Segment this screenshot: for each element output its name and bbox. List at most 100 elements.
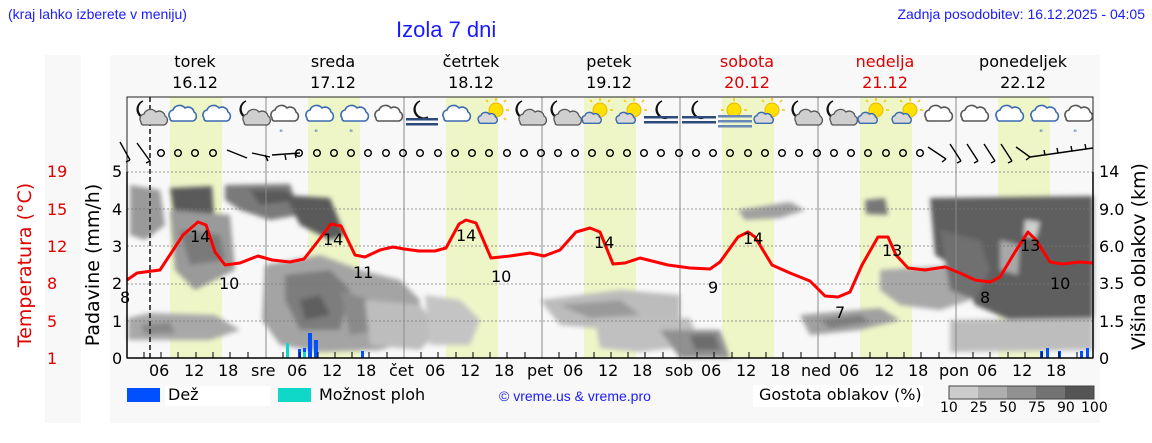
cloud-drizzle-icon: " [340,104,370,139]
copyright-link[interactable]: © vreme.us & vreme.pro [499,388,651,404]
temp-label: 14 [594,233,614,252]
x-tick-label: 06 [563,361,584,380]
cloud-height-tick: 14 [1099,162,1120,181]
location-menu-hint[interactable]: (kraj lahko izberete v meniju) [8,6,187,22]
cloud-drizzle-icon: " [270,104,300,139]
temp-label: 13 [882,241,902,260]
temp-label: 11 [353,263,373,282]
day-date-4: 19.12 [586,73,632,92]
cloud-density-scale [948,385,1095,400]
page-title: Izola 7 dni [396,17,497,42]
last-update: Zadnja posodobitev: 16.12.2025 - 04:05 [897,6,1145,22]
x-tick-label: 06 [977,361,998,380]
sun-cloud-icon [891,98,923,125]
temperature-line [126,218,1094,299]
x-tick-label: 18 [218,361,239,380]
temp-label: 8 [120,288,130,307]
precip-tick: 2 [112,274,123,293]
cloud-height-tick: 0 [1099,349,1110,368]
cloud-density-ticks: 10 25 50 75 90 100 [940,400,1108,418]
x-tick-label: 18 [356,361,377,380]
cloud-drizzle-icon: " [305,104,335,139]
sun-cloud-icon [753,98,785,125]
temp-label: 10 [219,274,239,293]
temp-label: 10 [491,267,511,286]
x-tick-label: 12 [460,361,481,380]
density-tick: 10 [940,400,958,416]
temp-tick: 1 [47,349,58,368]
day-date-5: 20.12 [724,73,770,92]
temp-axis-panel [45,55,81,423]
temp-axis-title-wrap: Temperatura (°C) [14,176,36,356]
density-tick: 75 [1028,400,1046,416]
x-tick-label: 12 [1012,361,1033,380]
x-tick-label: 18 [770,361,791,380]
cloud-height-tick: 1.5 [1099,312,1125,331]
cloud-height-tick: 6.0 [1099,237,1125,256]
temp-tick: 19 [47,162,68,181]
cloud-density-map [128,184,1093,358]
temp-tick: 8 [47,274,58,293]
cloud-drizzle-icon: " [1064,104,1094,139]
precip-tick: 4 [112,200,123,219]
day-separators [265,97,957,358]
x-tick-label: 12 [184,361,205,380]
x-tick-label: 18 [632,361,653,380]
temp-label: 14 [190,227,210,246]
day-name-2: sreda [310,52,356,71]
day-name-3: četrtek [442,52,500,71]
density-tick: 50 [999,400,1017,416]
storm-legend-label: Možnost ploh [319,385,426,404]
x-tick-label: pon [939,361,970,380]
svg-text:": " [279,129,283,139]
x-tick-label: 06 [425,361,446,380]
temp-label: 13 [1020,236,1040,255]
temp-tick: 12 [47,237,68,256]
temp-label: 14 [743,229,763,248]
x-tick-label: 12 [736,361,757,380]
temp-label: 8 [980,288,990,307]
x-tick-label: 06 [701,361,722,380]
day-headers: torek 16.12 sreda 17.12 četrtek 18.12 pe… [127,52,1093,92]
temp-label: 14 [323,230,343,249]
temperature-labels: 8 14 10 14 11 14 10 14 9 14 7 13 8 13 10 [120,226,1070,322]
day-name-4: petek [586,52,632,71]
svg-text:": " [1073,129,1077,139]
x-tick-label: ned [801,361,832,380]
weather-icons-row: " " " " " [136,98,1094,139]
day-name-7: ponedeljek [979,52,1067,71]
temp-tick: 5 [47,312,58,331]
grid-lines [127,171,1093,322]
x-tick-label: čet [389,361,414,380]
moon-fog-icon [644,100,678,124]
day-date-2: 17.12 [310,73,356,92]
x-tick-marks [143,352,1078,358]
day-date-3: 18.12 [448,73,494,92]
sun-cloud-icon [581,98,613,125]
rain-legend-label: Dež [168,385,199,404]
day-name-1: torek [174,52,216,71]
temp-tick: 15 [47,200,68,219]
moon-cloud-icon [791,100,824,126]
x-tick-label: 06 [287,361,308,380]
temp-label: 9 [708,278,718,297]
x-tick-label: 06 [839,361,860,380]
day-date-1: 16.12 [172,73,218,92]
precip-tick: 0 [112,349,123,368]
precip-tick: 1 [112,312,123,331]
density-tick: 25 [970,400,988,416]
svg-text:": " [349,129,353,139]
moon-cloud-icon [515,100,548,126]
cloud-density-label: Gostota oblakov (%) [759,385,922,404]
moon-cloud-icon [239,100,272,126]
sun-fog-icon [718,98,752,128]
x-tick-label: 06 [149,361,170,380]
x-tick-label: 18 [1046,361,1067,380]
density-tick: 100 [1081,400,1108,416]
x-tick-label: 12 [322,361,343,380]
precip-tick: 5 [112,162,123,181]
cloud-height-axis-title: Višina oblakov (km) [1128,163,1150,350]
moon-fog-icon [406,100,438,126]
cloud-drizzle-icon: " [1030,104,1060,139]
